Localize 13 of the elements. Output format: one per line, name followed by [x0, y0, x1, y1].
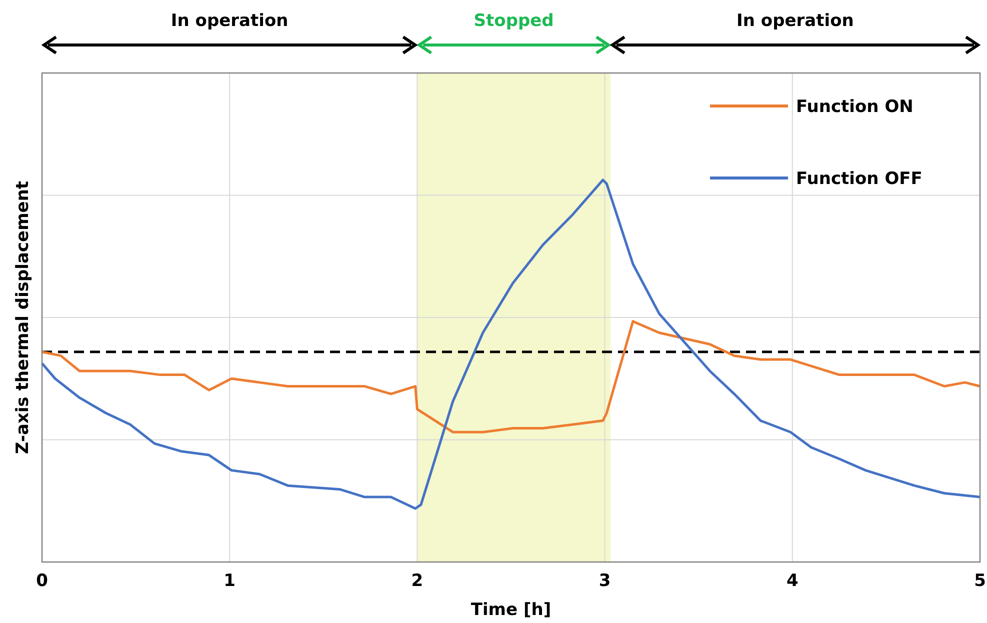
x-tick-label: 5: [974, 571, 986, 591]
legend-label: Function OFF: [796, 169, 922, 189]
x-tick-label: 3: [598, 571, 611, 591]
text: In operation: [736, 11, 854, 31]
x-tick-label: 0: [36, 571, 48, 591]
x-tick-label: 4: [786, 571, 798, 591]
y-axis-title: Z-axis thermal displacement: [13, 180, 33, 454]
band-label: Stopped: [474, 11, 554, 31]
x-tick-label: 2: [411, 571, 424, 591]
x-tick-label: 1: [224, 571, 236, 591]
x-axis-title: Time [h]: [470, 600, 552, 620]
legend-label: Function ON: [796, 97, 914, 117]
text: In operation: [170, 11, 288, 31]
